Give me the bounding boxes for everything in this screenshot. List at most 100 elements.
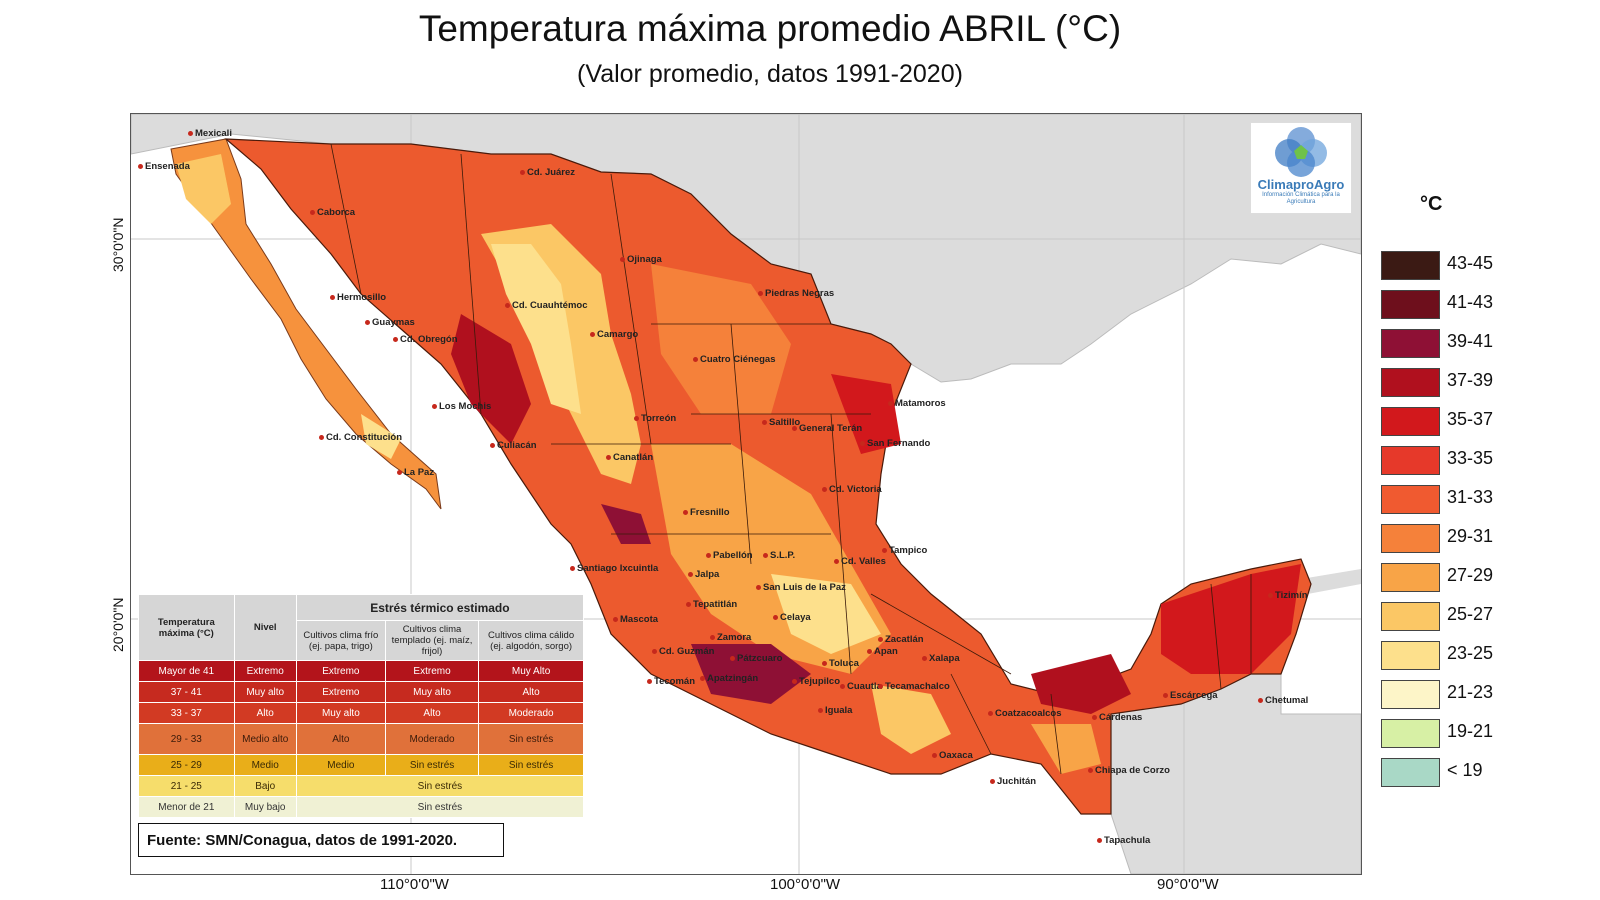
stress-cell: Sin estrés xyxy=(295,796,585,818)
legend-label: 23-25 xyxy=(1447,643,1494,663)
city-label: Santiago Ixcuintla xyxy=(570,563,658,574)
stress-row: 25 - 29 Medio Medio Sin estrés Sin estrés xyxy=(138,754,584,776)
lat-label-20n: 20°0'0"N xyxy=(110,597,126,653)
city-label: Tampico xyxy=(882,545,927,556)
legend-label: 37-39 xyxy=(1447,370,1494,390)
city-label: Cuatro Ciénegas xyxy=(693,354,776,365)
city-label: Ensenada xyxy=(138,161,190,172)
legend-label: 21-23 xyxy=(1447,682,1494,702)
stress-cell: 29 - 33 xyxy=(138,723,235,755)
legend-swatch xyxy=(1381,368,1440,397)
legend-label: 29-31 xyxy=(1447,526,1494,546)
sinaloa-hot xyxy=(451,314,531,444)
stress-cell: Muy bajo xyxy=(233,796,297,818)
city-label: Cd. Obregón xyxy=(393,334,458,345)
legend-swatch xyxy=(1381,719,1440,748)
baja-california xyxy=(170,138,442,510)
stress-cell: Sin estrés xyxy=(478,754,584,776)
city-label: Zacatlán xyxy=(878,634,924,645)
stress-cell: Muy alto xyxy=(384,681,480,703)
stress-cell: 21 - 25 xyxy=(138,775,235,797)
stress-cell: Alto xyxy=(233,702,297,724)
legend-unit: °C xyxy=(1420,193,1443,215)
lon-label-90w: 90°0'0"W xyxy=(1157,876,1219,893)
stress-row: Mayor de 41 Extremo Extremo Extremo Muy Alto xyxy=(138,660,584,682)
city-label: Hermosillo xyxy=(330,292,386,303)
stress-row: 37 - 41 Muy alto Extremo Muy alto Alto xyxy=(138,681,584,703)
map-subtitle: (Valor promedio, datos 1991-2020) xyxy=(577,60,963,88)
city-label: Toluca xyxy=(822,658,859,669)
sierra-highland-core xyxy=(491,244,581,414)
city-label: Saltillo xyxy=(762,417,800,428)
stress-row: 21 - 25 Bajo Sin estrés xyxy=(138,775,585,797)
legend-label: 39-41 xyxy=(1447,331,1494,351)
city-label: La Paz xyxy=(397,467,434,478)
city-label: Celaya xyxy=(773,612,811,623)
stress-cell: Alto xyxy=(478,681,584,703)
header-warm-crops: Cultivos clima cálido (ej. algodón, sorg… xyxy=(478,620,584,661)
city-label: Cd. Constitución xyxy=(319,432,402,443)
city-label: Juchitán xyxy=(990,776,1036,787)
city-label: Cd. Victoria xyxy=(822,484,882,495)
stress-cell: Sin estrés xyxy=(478,723,584,755)
city-label: Mascota xyxy=(613,614,658,625)
stress-cell: Muy Alto xyxy=(478,660,584,682)
chiapas-cool xyxy=(1031,724,1101,774)
city-label: San Fernando xyxy=(860,438,930,449)
stress-cell: Alto xyxy=(384,702,480,724)
stress-cell: 33 - 37 xyxy=(138,702,235,724)
city-label: Cd. Valles xyxy=(834,556,886,567)
stress-cell: Extremo xyxy=(384,660,480,682)
city-label: Chiapa de Corzo xyxy=(1088,765,1170,776)
city-label: Apatzingán xyxy=(700,673,758,684)
city-label: S.L.P. xyxy=(763,550,795,561)
city-label: Pátzcuaro xyxy=(730,653,782,664)
legend-swatch xyxy=(1381,290,1440,319)
map-title: Temperatura máxima promedio ABRIL (°C) xyxy=(418,8,1122,49)
legend-swatch xyxy=(1381,446,1440,475)
legend-swatch xyxy=(1381,641,1440,670)
header-thermal-stress: Estrés térmico estimado xyxy=(295,594,585,621)
city-label: Tepatitlán xyxy=(686,599,737,610)
city-label: Camargo xyxy=(590,329,638,340)
legend-label: 25-27 xyxy=(1447,604,1494,624)
city-label: Xalapa xyxy=(922,653,960,664)
city-label: Tecomán xyxy=(647,676,695,687)
stress-cell: Medio xyxy=(233,754,297,776)
city-label: Tapachula xyxy=(1097,835,1150,846)
city-label: Culiacán xyxy=(490,440,537,451)
legend-swatch xyxy=(1381,524,1440,553)
stress-cell: Moderado xyxy=(384,723,480,755)
legend-label: 19-21 xyxy=(1447,721,1494,741)
stress-cell: Mayor de 41 xyxy=(138,660,235,682)
city-label: Ojinaga xyxy=(620,254,662,265)
stress-cell: 25 - 29 xyxy=(138,754,235,776)
stress-cell: Muy alto xyxy=(295,702,386,724)
city-label: Piedras Negras xyxy=(758,288,834,299)
city-label: Caborca xyxy=(310,207,355,218)
city-label: General Terán xyxy=(792,423,862,434)
legend-label: 27-29 xyxy=(1447,565,1494,585)
thermal-stress-table: Temperatura máxima (°C) Nivel Estrés tér… xyxy=(138,594,585,818)
temperature-map xyxy=(131,114,1361,874)
stress-cell: Extremo xyxy=(295,681,386,703)
legend-label: 43-45 xyxy=(1447,253,1494,273)
city-label: Los Mochis xyxy=(432,401,491,412)
legend-label: 33-35 xyxy=(1447,448,1494,468)
northern-plateau-warm xyxy=(651,264,791,414)
lon-label-100w: 100°0'0"W xyxy=(770,876,841,893)
city-label: Cuautla xyxy=(840,681,882,692)
city-label: Cd. Guzmán xyxy=(652,646,714,657)
city-label: Chetumal xyxy=(1258,695,1308,706)
stress-cell: Medio alto xyxy=(233,723,297,755)
legend-swatch xyxy=(1381,680,1440,709)
city-label: Tecamachalco xyxy=(878,681,950,692)
city-label: Escárcega xyxy=(1163,690,1218,701)
stress-cell: Sin estrés xyxy=(384,754,480,776)
legend-label: 31-33 xyxy=(1447,487,1494,507)
lat-label-30n: 30°0'0"N xyxy=(110,217,126,273)
yucatan-hot xyxy=(1161,564,1301,674)
city-label: Cd. Cuauhtémoc xyxy=(505,300,587,311)
stress-row: Menor de 21 Muy bajo Sin estrés xyxy=(138,796,585,818)
legend-swatch xyxy=(1381,251,1440,280)
